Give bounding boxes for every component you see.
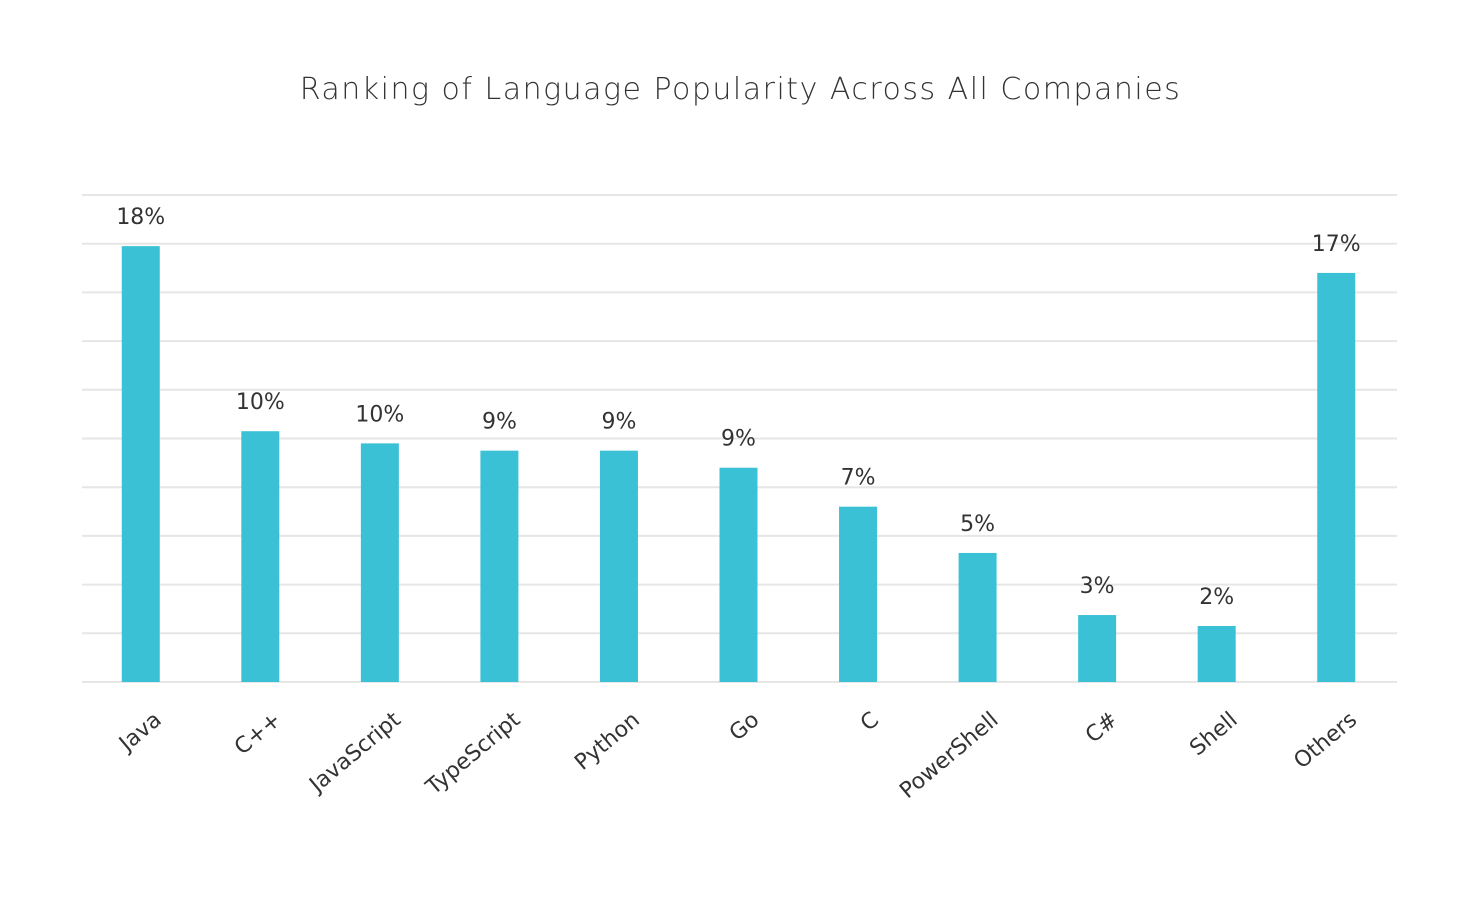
category-label: Others — [1289, 707, 1362, 774]
bar-c- — [1078, 615, 1117, 682]
bar-go — [719, 467, 758, 682]
category-label: Java — [113, 707, 166, 757]
chart-title: Ranking of Language Popularity Across Al… — [299, 72, 1182, 107]
category-label: C# — [1081, 707, 1123, 748]
data-label: 9% — [602, 410, 637, 435]
data-label: 9% — [721, 427, 756, 452]
bar-shell — [1197, 625, 1236, 682]
data-label: 17% — [1312, 232, 1361, 257]
bar-c — [839, 506, 878, 682]
data-label: 18% — [116, 205, 165, 230]
data-label: 5% — [960, 512, 995, 537]
category-label: Python — [570, 707, 644, 775]
data-label: 3% — [1080, 574, 1115, 599]
data-label: 10% — [236, 390, 285, 415]
data-label: 10% — [355, 402, 404, 427]
category-label: Go — [725, 707, 764, 746]
bar-python — [599, 450, 638, 682]
data-label: 9% — [482, 410, 517, 435]
bar-javascript — [360, 443, 399, 682]
category-label: Shell — [1185, 707, 1242, 761]
data-label: 2% — [1199, 585, 1234, 610]
category-label: TypeScript — [421, 707, 526, 801]
bar-typescript — [480, 450, 519, 682]
category-label: C — [856, 707, 884, 736]
category-label: JavaScript — [304, 707, 406, 799]
bar-java — [121, 246, 160, 682]
category-label: PowerShell — [895, 707, 1003, 803]
bar-c- — [241, 431, 280, 682]
bar-others — [1317, 272, 1356, 682]
data-label: 7% — [841, 466, 876, 491]
category-label: C++ — [230, 707, 286, 760]
bar-powershell — [958, 552, 997, 682]
